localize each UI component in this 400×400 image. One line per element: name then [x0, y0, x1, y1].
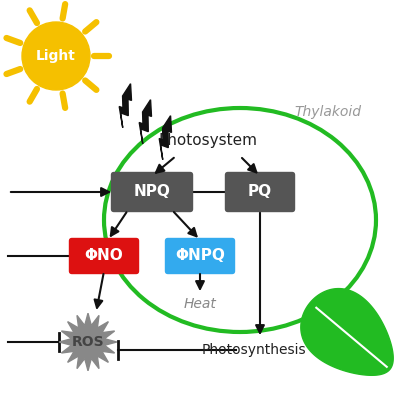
Text: Heat: Heat [184, 297, 216, 311]
Polygon shape [119, 84, 132, 128]
Text: Thylakoid: Thylakoid [294, 105, 362, 119]
Polygon shape [301, 288, 393, 375]
FancyBboxPatch shape [225, 172, 295, 212]
FancyBboxPatch shape [111, 172, 193, 212]
Text: PQ: PQ [248, 184, 272, 200]
Circle shape [22, 22, 90, 90]
Text: ΦNO: ΦNO [85, 248, 123, 264]
FancyBboxPatch shape [69, 238, 139, 274]
Polygon shape [139, 100, 152, 144]
Polygon shape [159, 116, 172, 160]
Text: ΦNPQ: ΦNPQ [175, 248, 225, 264]
Text: Photosystem: Photosystem [158, 132, 258, 148]
Polygon shape [59, 313, 117, 371]
Text: ROS: ROS [72, 335, 104, 349]
Text: Photosynthesis: Photosynthesis [202, 343, 306, 357]
Text: NPQ: NPQ [134, 184, 170, 200]
FancyBboxPatch shape [165, 238, 235, 274]
Text: Light: Light [36, 49, 76, 63]
